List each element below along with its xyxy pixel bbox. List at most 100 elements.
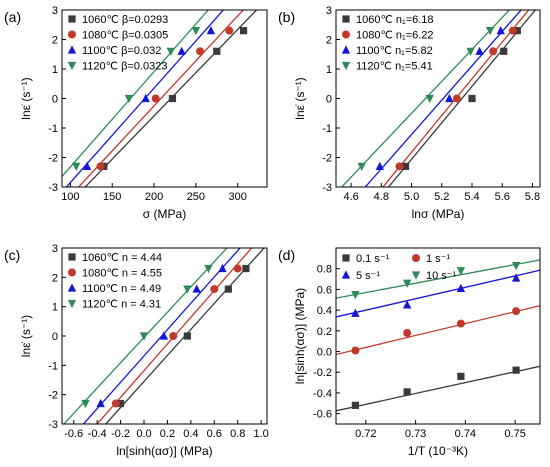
legend-label: 1120℃ n = 4.31 [82, 299, 161, 311]
legend-marker [67, 283, 77, 292]
fit-line-1 [336, 305, 540, 356]
y-tick-label: 0.4 [317, 305, 332, 317]
fit-line-0 [387, 10, 537, 187]
y-axis-label: lnε̇ (s⁻¹) [293, 77, 307, 119]
x-tick-label: 300 [229, 191, 247, 203]
legend-label: 0.1 s⁻¹ [356, 253, 390, 265]
data-point [141, 93, 150, 103]
legend-marker [67, 299, 77, 309]
legend-label: 1120℃ n₁=5.41 [356, 61, 433, 73]
panel-label: (c) [4, 247, 20, 263]
data-point [191, 27, 201, 36]
y-tick-label: -1 [48, 123, 58, 135]
y-tick-label: -2 [48, 153, 58, 165]
legend-label: 1100℃ n = 4.49 [82, 283, 161, 295]
data-point [192, 284, 201, 293]
legend-label: 1080℃ β=0.0305 [82, 30, 168, 42]
data-point [124, 94, 134, 104]
legend-marker [67, 45, 77, 54]
y-tick-label: 1 [52, 302, 58, 314]
x-axis-label: σ (MPa) [143, 207, 186, 221]
data-point [468, 94, 476, 103]
data-point [213, 47, 221, 55]
data-point [96, 398, 105, 408]
x-tick-label: 5.4 [464, 191, 479, 203]
y-tick-label: 1 [52, 64, 58, 76]
legend-label: 5 s⁻¹ [356, 270, 380, 282]
y-tick-label: 0.6 [317, 284, 332, 296]
legend-label: 1120℃ β=0.0323 [82, 61, 167, 73]
x-tick-label: 5.2 [434, 191, 449, 203]
x-tick-label: 0.0 [136, 428, 151, 440]
panel-a: 100 150 200 250 300 -3 -2 -1 0 1 2 3 σ (MPa) lnε̇ (s⁻… [4, 5, 268, 221]
data-point [489, 47, 498, 56]
y-tick-label: -2 [322, 153, 332, 165]
legend-label: 1060℃ n = 4.44 [82, 252, 162, 264]
fit-line-0 [84, 10, 258, 187]
data-point [196, 47, 205, 56]
fit-line-2 [65, 10, 225, 187]
legend-marker [412, 254, 420, 262]
fit-line-3 [62, 248, 228, 424]
data-point [457, 372, 465, 380]
legend-marker [341, 270, 351, 279]
data-point [403, 328, 412, 337]
x-axis-label: 1/T (10⁻³K) [408, 444, 468, 458]
data-point [351, 346, 360, 355]
data-point [139, 332, 149, 341]
data-point [425, 94, 434, 104]
legend-label: 1100℃ n₁=5.82 [356, 45, 433, 57]
data-point [225, 26, 234, 35]
data-point [96, 162, 105, 171]
legend-marker [342, 254, 350, 262]
x-tick-label: 0.72 [355, 428, 376, 440]
x-tick-label: 0.4 [183, 428, 198, 440]
y-tick-label: 3 [52, 243, 58, 255]
y-tick-label: -2 [48, 390, 58, 402]
fit-line-1 [382, 10, 530, 187]
data-point [375, 161, 385, 170]
legend-label: 1100℃ β=0.032 [82, 45, 161, 57]
data-point [357, 162, 366, 171]
data-point [206, 26, 216, 35]
data-point [456, 319, 465, 328]
x-tick-label: 0.6 [207, 428, 222, 440]
x-tick-label: 5.8 [525, 191, 540, 203]
data-point [512, 366, 520, 374]
data-point [508, 26, 517, 35]
data-point [511, 273, 521, 282]
legend-marker [68, 30, 76, 39]
x-tick-label: 0.75 [504, 428, 525, 440]
data-point [72, 162, 81, 171]
data-point [485, 27, 495, 36]
x-tick-label: 0.8 [230, 428, 245, 440]
y-tick-label: 0.8 [317, 264, 332, 276]
data-point [177, 46, 186, 55]
x-axis-label: lnσ (MPa) [412, 207, 465, 221]
y-tick-label: 1 [326, 64, 332, 76]
data-point [475, 46, 484, 55]
x-tick-label: 0.73 [405, 428, 426, 440]
y-tick-label: -3 [48, 419, 58, 431]
legend-label: 10 s⁻¹ [426, 270, 457, 282]
legend-label: 1080℃ n = 4.55 [82, 268, 162, 280]
fit-line-1 [96, 248, 253, 424]
y-tick-label: 3 [326, 5, 332, 17]
y-tick-label: 3 [52, 5, 58, 17]
data-point [204, 264, 213, 274]
x-tick-label: 200 [145, 191, 163, 203]
fit-line-1 [77, 10, 245, 187]
data-point [351, 401, 360, 409]
data-point [210, 285, 219, 294]
data-point [395, 162, 404, 171]
x-tick-label: -0.2 [111, 428, 130, 440]
data-point [233, 264, 242, 273]
legend-marker [68, 15, 76, 23]
y-tick-label: 2 [52, 272, 58, 284]
data-point [402, 279, 412, 288]
data-point [445, 93, 454, 103]
y-tick-label: 0 [52, 94, 58, 106]
x-tick-label: -0.6 [64, 428, 83, 440]
data-point [168, 94, 177, 103]
x-tick-label: -0.4 [88, 428, 107, 440]
